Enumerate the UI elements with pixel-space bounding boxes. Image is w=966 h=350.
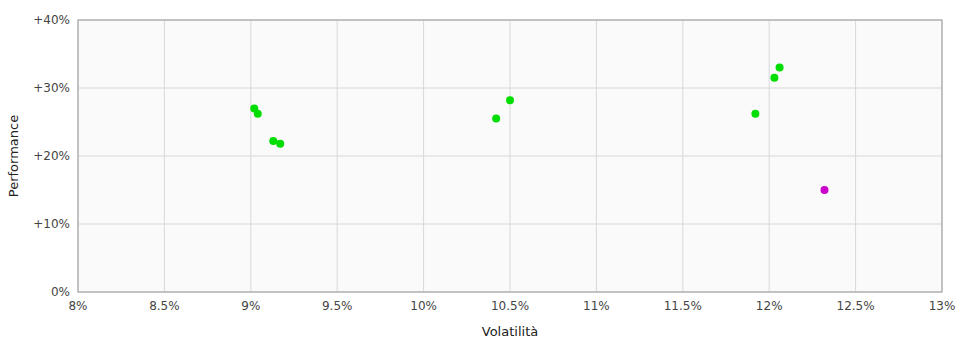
y-tick-label: +30% bbox=[33, 81, 70, 95]
plot-background bbox=[78, 20, 942, 292]
y-grid-line bbox=[78, 224, 942, 225]
grid bbox=[78, 20, 942, 292]
x-tick-label: 13% bbox=[929, 299, 956, 313]
x-tick-label: 9% bbox=[241, 299, 260, 313]
x-tick-label: 11.5% bbox=[664, 299, 702, 313]
y-grid-line bbox=[78, 156, 942, 157]
series bbox=[820, 186, 828, 194]
series bbox=[250, 64, 783, 148]
y-tick-label: +10% bbox=[33, 217, 70, 231]
point bbox=[776, 64, 784, 72]
x-tick-label: 8% bbox=[68, 299, 87, 313]
x-tick-label: 10.5% bbox=[491, 299, 529, 313]
x-tick-label: 10% bbox=[410, 299, 437, 313]
point bbox=[269, 137, 277, 145]
point bbox=[254, 110, 262, 118]
y-axis-label: Performance bbox=[6, 115, 21, 197]
point bbox=[820, 186, 828, 194]
point bbox=[492, 115, 500, 123]
point bbox=[751, 110, 759, 118]
data-points bbox=[250, 64, 828, 194]
point bbox=[770, 74, 778, 82]
y-tick-label: +40% bbox=[33, 13, 70, 27]
axes: 8% 8.5% 9% 9.5% 10% 10.5% 11% 11.5% 12% 12.5% 13% 0… bbox=[33, 13, 955, 313]
x-tick-label: 12.5% bbox=[837, 299, 875, 313]
x-axis-label: Volatilità bbox=[482, 324, 538, 339]
plot-frame bbox=[78, 20, 942, 292]
y-grid-line bbox=[78, 88, 942, 89]
x-tick-label: 9.5% bbox=[322, 299, 353, 313]
x-tick-label: 8.5% bbox=[149, 299, 180, 313]
point bbox=[276, 140, 284, 148]
point bbox=[506, 96, 514, 104]
chart-container: 8% 8.5% 9% 9.5% 10% 10.5% 11% 11.5% 12% 12.5% 13% 0… bbox=[0, 0, 966, 350]
x-tick-label: 11% bbox=[583, 299, 610, 313]
x-tick-label: 12% bbox=[756, 299, 783, 313]
y-tick-label: 0% bbox=[51, 285, 70, 299]
chart-svg: 8% 8.5% 9% 9.5% 10% 10.5% 11% 11.5% 12% 12.5% 13% 0… bbox=[0, 0, 966, 350]
y-tick-label: +20% bbox=[33, 149, 70, 163]
